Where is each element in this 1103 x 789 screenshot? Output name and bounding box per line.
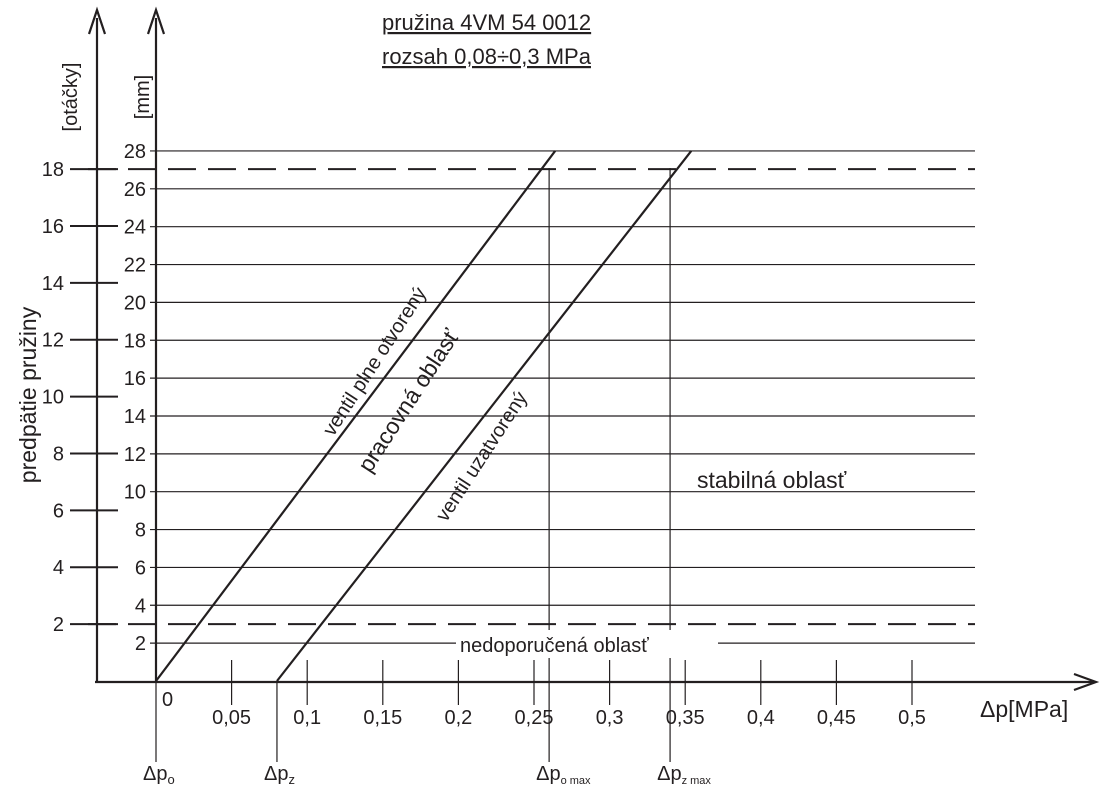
marker-label-0: Δpo — [143, 763, 175, 787]
y-inner-tick-label: 2 — [135, 633, 146, 655]
x-tick-label: 0,3 — [596, 707, 624, 729]
not-recommended-label: nedoporučená oblasť — [460, 635, 649, 657]
y-outer-tick-label: 18 — [42, 159, 64, 181]
series-line-0 — [155, 150, 557, 682]
y-outer-tick-label: 8 — [53, 443, 64, 465]
x-axis-title: Δp[MPa] — [980, 696, 1068, 722]
y-outer-tick-label: 4 — [53, 557, 64, 579]
y-outer-tick-label: 14 — [42, 273, 64, 295]
marker-subscript: o — [167, 772, 174, 787]
y-outer-axis-arrow — [87, 6, 107, 35]
x-tick-label: 0,15 — [363, 707, 402, 729]
y-inner-tick-label: 16 — [124, 368, 146, 390]
y-axis-title: predpätie pružiny — [15, 306, 41, 483]
marker-subscript: o max — [561, 775, 591, 787]
chart-subtitle: rozsah 0,08÷0,3 MPa — [382, 44, 592, 69]
x-tick-label: 0,1 — [293, 707, 321, 729]
axes — [87, 6, 1100, 692]
dashed-limit-lines — [88, 168, 975, 626]
series-label-closed: ventil uzatvorený — [432, 388, 532, 526]
y-inner-tick-label: 28 — [124, 141, 146, 163]
y-outer-unit-label: [otáčky] — [60, 63, 82, 132]
y-inner-tick-label: 12 — [124, 444, 146, 466]
x-tick-label: 0,2 — [444, 707, 472, 729]
y-outer-tick-label: 16 — [42, 216, 64, 238]
chart-title: pružina 4VM 54 0012 — [382, 10, 591, 35]
x-axis-arrow — [1073, 672, 1100, 692]
y-outer-tick-label: 12 — [42, 330, 64, 352]
y-inner-axis-arrow — [146, 6, 166, 35]
not-recommended-label-bg — [456, 630, 718, 658]
grid-lines — [150, 150, 975, 644]
y-outer-tick-label: 2 — [53, 614, 64, 636]
x-tick-label: 0,5 — [898, 707, 926, 729]
y-inner-tick-label: 20 — [124, 292, 146, 314]
x-tick-label: 0,25 — [515, 707, 554, 729]
marker-label-1: Δpz — [264, 763, 295, 787]
marker-subscript: z max — [682, 775, 712, 787]
y-outer-tick-label: 6 — [53, 500, 64, 522]
stable-region-label: stabilná oblasť — [697, 467, 847, 493]
y-inner-tick-label: 18 — [124, 330, 146, 352]
marker-subscript: z — [288, 772, 295, 787]
marker-label-2: Δpo max — [536, 763, 591, 787]
series-lines — [155, 150, 693, 682]
y-inner-tick-label: 14 — [124, 406, 146, 428]
y-inner-unit-label: [mm] — [132, 75, 154, 119]
y-inner-tick-label: 26 — [124, 179, 146, 201]
y-inner-tick-label: 4 — [135, 595, 146, 617]
y-inner-tick-label: 8 — [135, 520, 146, 542]
x-tick-label: 0,45 — [817, 707, 856, 729]
marker-label-3: Δpz max — [657, 763, 711, 787]
x-tick-label: 0 — [162, 689, 173, 711]
y-inner-tick-label: 10 — [124, 482, 146, 504]
series-line-1 — [276, 150, 693, 682]
y-inner-tick-label: 22 — [124, 255, 146, 277]
y-inner-tick-label: 24 — [124, 217, 146, 239]
tick-labels: 2468101214161824681012141618202224262800… — [42, 141, 926, 787]
marker-lines — [155, 168, 671, 762]
x-tick-label: 0,05 — [212, 707, 251, 729]
y-inner-tick-label: 6 — [135, 557, 146, 579]
y-outer-tick-label: 10 — [42, 387, 64, 409]
x-tick-label: 0,35 — [666, 707, 705, 729]
x-tick-label: 0,4 — [747, 707, 775, 729]
